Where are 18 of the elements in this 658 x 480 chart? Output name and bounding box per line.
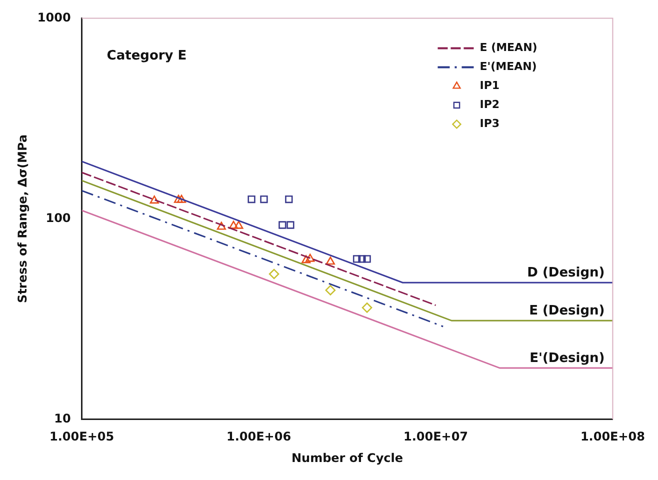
y-axis-title: Stress of Range, Δσ(MPa [15,134,30,303]
y-tick-label: 10 [54,411,71,426]
y-tick-label: 1000 [37,10,71,24]
series-label: D (Design) [527,265,605,280]
legend-label: IP3 [480,117,500,130]
legend-label: IP2 [480,98,500,112]
annotation: Category E [106,48,187,64]
x-tick-label: 1.00E+06 [226,430,292,444]
legend-label: E'(MEAN) [480,60,537,74]
legend-label: E (MEAN) [480,41,538,54]
x-axis-title: Number of Cycle [291,450,404,465]
x-tick-label: 1.00E+08 [580,430,645,444]
legend-label: IP1 [480,79,500,92]
x-tick-label: 1.00E+07 [403,430,468,444]
y-tick-label: 100 [46,210,71,225]
series-label: E'(Design) [530,350,605,366]
series-label: E (Design) [529,304,605,319]
x-tick-label: 1.00E+05 [50,430,114,444]
